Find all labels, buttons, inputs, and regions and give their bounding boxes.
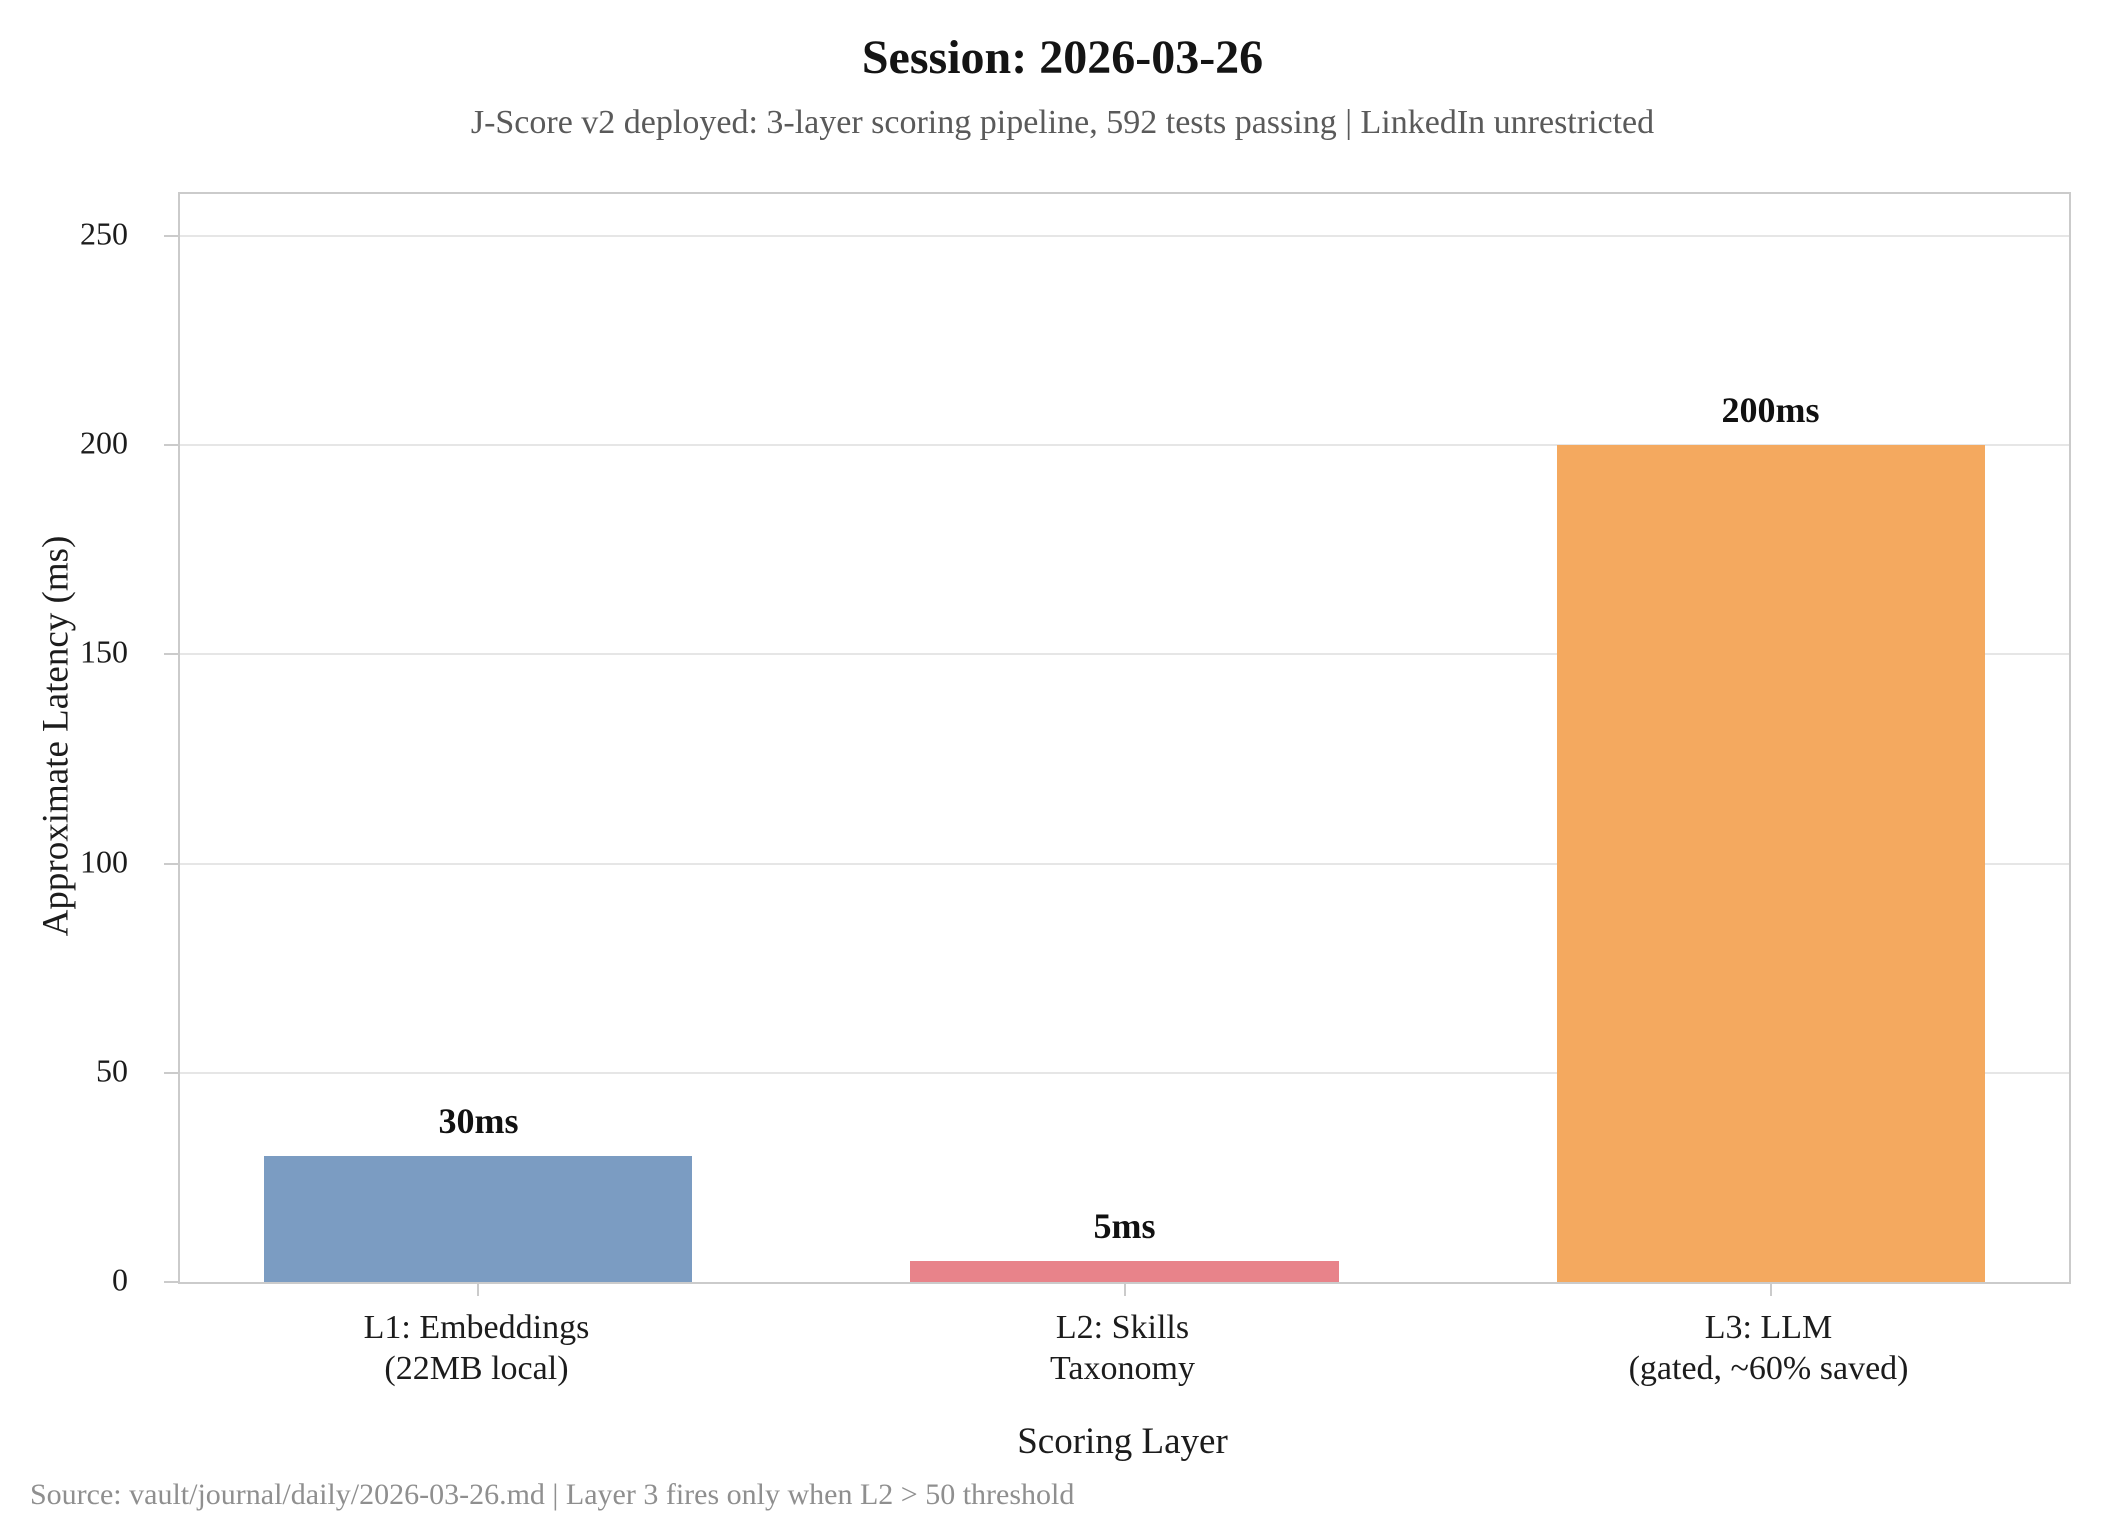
y-tick-mark <box>164 862 178 865</box>
gridline-y100 <box>180 862 2069 865</box>
x-tick-label: L3: LLM (gated, ~60% saved) <box>1628 1309 1909 1387</box>
bar-1 <box>264 1156 693 1282</box>
x-tick-mark <box>1769 1284 1772 1296</box>
x-tick-label: L2: Skills Taxonomy <box>1050 1309 1195 1387</box>
chart-title: Session: 2026-03-26 <box>861 31 1264 84</box>
x-tick-mark <box>1123 1284 1126 1296</box>
y-tick-label: 250 <box>80 215 128 252</box>
x-tick-label: L1: Embeddings (22MB local) <box>363 1309 590 1387</box>
y-tick-label: 50 <box>96 1052 128 1089</box>
gridline-y200 <box>180 444 2069 447</box>
y-tick-label: 200 <box>80 424 128 461</box>
x-tick-mark <box>477 1284 480 1296</box>
bar-value-label: 200ms <box>1721 390 1820 431</box>
y-tick-label: 100 <box>80 843 128 880</box>
bar-value-label: 30ms <box>438 1101 519 1142</box>
x-axis-tick-labels: L1: Embeddings (22MB local) L2: Skills Ta… <box>178 1308 2067 1418</box>
bar-2 <box>910 1261 1339 1282</box>
plot-area: 30ms 5ms 200ms <box>164 192 2071 1296</box>
y-tick-mark <box>164 1281 178 1283</box>
y-axis-tick-labels: 0 50 100 150 200 250 <box>0 192 160 1297</box>
chart-subtitle: J-Score v2 deployed: 3-layer scoring pip… <box>470 104 1655 141</box>
gridline-y250 <box>180 234 2069 237</box>
gridline-y50 <box>180 1071 2069 1074</box>
x-axis-label: Scoring Layer <box>1017 1421 1228 1462</box>
y-tick-mark <box>164 1071 178 1074</box>
y-tick-mark <box>164 444 178 447</box>
y-tick-mark <box>164 653 178 656</box>
bar-value-label: 5ms <box>1093 1206 1156 1247</box>
source-note: Source: vault/journal/daily/2026-03-26.m… <box>30 1478 1075 1511</box>
gridline-y150 <box>180 653 2069 656</box>
y-tick-label: 0 <box>112 1261 128 1298</box>
y-tick-label: 150 <box>80 633 128 670</box>
bar-3 <box>1556 445 1985 1282</box>
y-tick-mark <box>164 234 178 237</box>
